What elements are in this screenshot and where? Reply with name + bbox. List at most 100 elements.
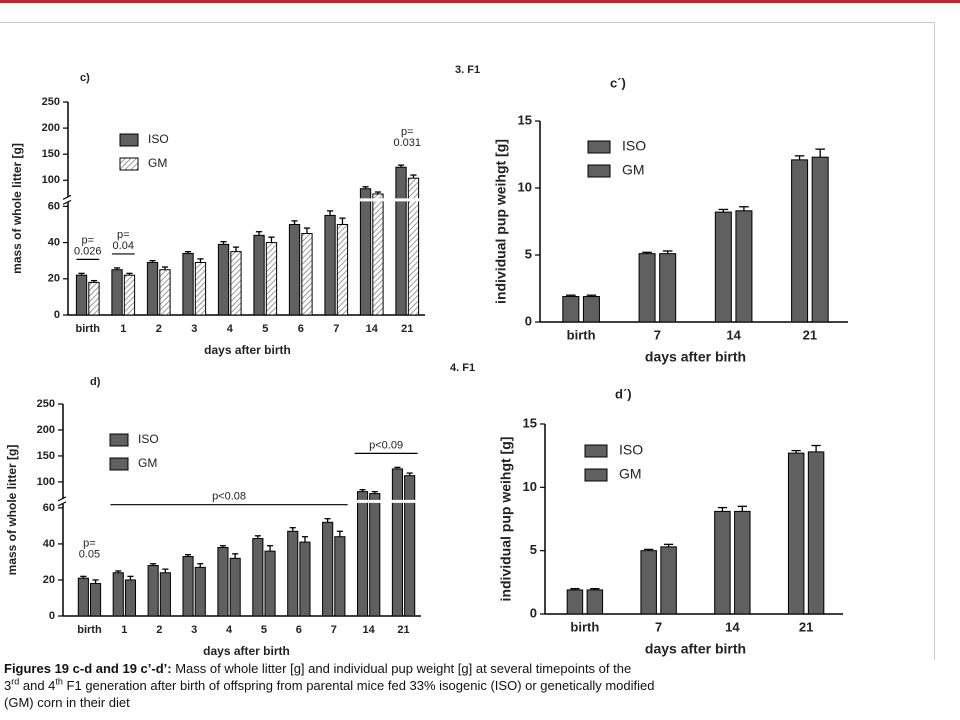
- x-tick-label: 3: [191, 323, 197, 335]
- annotation: p=: [401, 126, 414, 138]
- x-tick-label: 21: [799, 619, 813, 634]
- bar: [714, 211, 732, 323]
- axis-break: [62, 194, 72, 200]
- bar: [359, 188, 372, 316]
- panel-label: c): [80, 72, 90, 84]
- legend-swatch: [119, 157, 139, 171]
- bar: [334, 536, 346, 617]
- bar: [336, 223, 349, 316]
- bar: [404, 475, 416, 617]
- bar: [714, 510, 731, 615]
- bar: [640, 550, 657, 615]
- bar-break: [359, 198, 372, 202]
- x-tick-label: 3: [191, 624, 197, 636]
- legend-label: ISO: [619, 442, 643, 458]
- x-tick-label: 7: [331, 624, 337, 636]
- bar-break: [356, 499, 369, 503]
- axis-break: [57, 496, 67, 502]
- bar-break: [394, 198, 408, 202]
- x-tick-label: 1: [121, 624, 127, 636]
- y-tick-label: 100: [42, 174, 60, 186]
- annotation: p<0.08: [212, 491, 246, 503]
- legend-label: ISO: [148, 132, 169, 146]
- bar: [111, 269, 123, 316]
- bar: [807, 451, 825, 615]
- y-axis-label: mass of whole litter [g]: [5, 445, 19, 576]
- bar: [322, 521, 334, 617]
- legend-swatch: [584, 468, 608, 482]
- caption-line: (GM) corn in their diet: [4, 694, 654, 711]
- caption-line: Figures 19 c-d and 19 c’-d’: Mass of who…: [4, 660, 654, 677]
- bar: [356, 491, 369, 617]
- x-tick-label: birth: [570, 619, 599, 634]
- legend-label: ISO: [138, 432, 159, 446]
- y-tick-label: 0: [525, 313, 532, 328]
- bar-break: [403, 499, 416, 503]
- legend-label: GM: [619, 466, 642, 482]
- y-tick-label: 200: [37, 424, 55, 436]
- annotation: 0.031: [393, 137, 421, 149]
- y-tick-label: 0: [49, 610, 55, 622]
- bar: [217, 243, 230, 316]
- x-axis-label: days after birth: [204, 343, 291, 357]
- x-tick-label: 6: [298, 323, 304, 335]
- axis-break: [57, 501, 67, 507]
- annotation: p=: [81, 234, 94, 246]
- annotation: 0.05: [79, 548, 100, 560]
- legend-label: ISO: [622, 138, 646, 154]
- bar-break: [407, 198, 420, 202]
- x-axis-label: days after birth: [645, 349, 746, 365]
- x-tick-label: birth: [77, 624, 102, 636]
- bar: [638, 253, 656, 323]
- bar: [252, 538, 264, 617]
- annotation: p=: [117, 229, 130, 241]
- caption-line: 3rd and 4th F1 generation after birth of…: [4, 677, 654, 694]
- y-tick-label: 5: [530, 542, 537, 557]
- legend-label: GM: [138, 456, 157, 470]
- bar: [787, 452, 805, 615]
- caption-text: 3: [4, 678, 12, 693]
- bar-break: [391, 499, 404, 503]
- bar: [391, 468, 404, 617]
- bar: [159, 269, 171, 316]
- bar: [253, 234, 265, 316]
- y-tick-label: 250: [42, 96, 60, 108]
- bar: [791, 159, 809, 323]
- x-tick-label: 5: [261, 624, 267, 636]
- bar: [182, 252, 194, 316]
- x-tick-label: 4: [227, 323, 234, 335]
- y-tick-label: 40: [48, 236, 60, 248]
- y-tick-label: 100: [37, 476, 55, 488]
- y-tick-label: 15: [518, 112, 532, 127]
- bar: [582, 296, 600, 323]
- caption-text: F1 generation after birth of offspring f…: [62, 678, 655, 693]
- x-tick-label: birth: [76, 323, 101, 335]
- bar: [659, 253, 677, 323]
- x-tick-label: 14: [725, 619, 740, 634]
- bar: [299, 541, 311, 617]
- legend-swatch: [587, 140, 611, 154]
- bar: [288, 223, 301, 316]
- bar: [123, 274, 136, 316]
- panel-label: d´): [615, 386, 632, 401]
- section-title: 3. F1: [455, 64, 480, 76]
- y-tick-label: 15: [523, 415, 537, 430]
- caption-sup: th: [55, 676, 63, 687]
- bar: [194, 566, 206, 617]
- bar: [372, 193, 384, 316]
- bar: [112, 572, 124, 617]
- bar: [395, 166, 407, 316]
- x-tick-label: 4: [226, 624, 233, 636]
- x-tick-label: 6: [296, 624, 302, 636]
- bar: [369, 493, 381, 617]
- annotation: 0.04: [113, 240, 134, 252]
- bar: [586, 589, 604, 615]
- x-tick-label: 21: [401, 323, 413, 335]
- y-tick-label: 150: [37, 450, 55, 462]
- legend-label: GM: [622, 162, 645, 178]
- bar: [811, 156, 829, 323]
- y-tick-label: 150: [42, 148, 60, 160]
- legend-swatch: [584, 444, 608, 458]
- bar: [229, 557, 241, 617]
- caption-text: Mass of whole litter [g] and individual …: [171, 661, 632, 676]
